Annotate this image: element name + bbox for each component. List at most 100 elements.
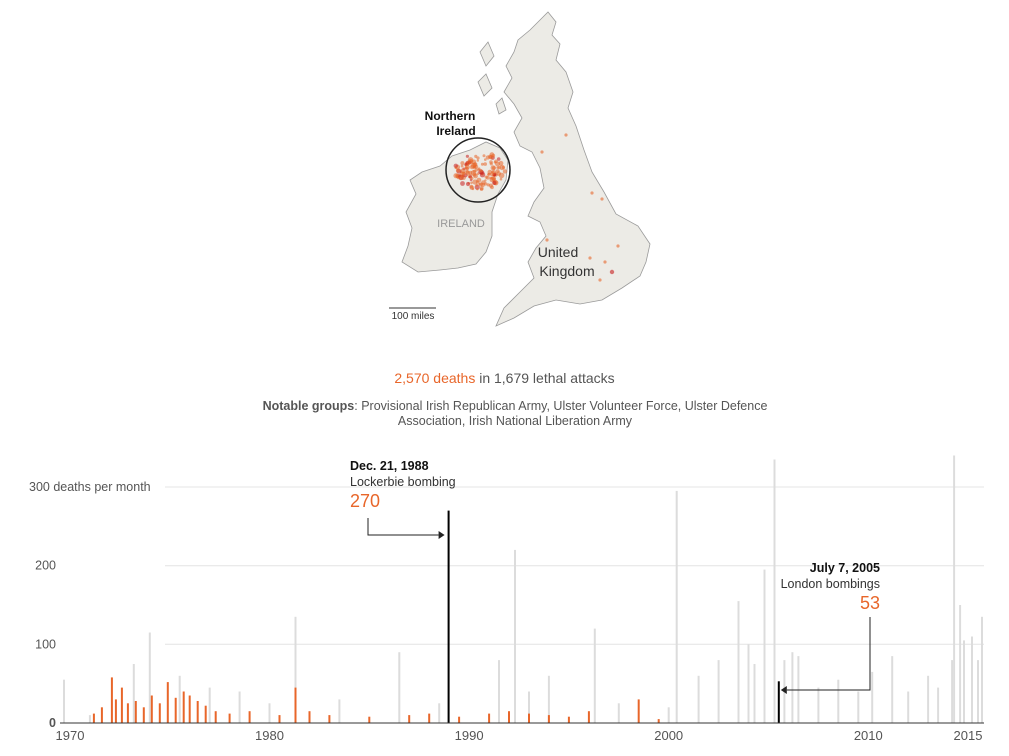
bar [587, 711, 590, 723]
bar [528, 691, 530, 723]
map-attack-dot [564, 133, 568, 137]
annotation-lockerbie-value: 270 [350, 491, 381, 511]
bar [547, 675, 550, 723]
summary-attacks: in 1,679 lethal attacks [479, 370, 615, 386]
map-attack-dot [603, 260, 607, 264]
bar [120, 687, 123, 723]
notable-groups: Notable groups: Provisional Irish Republ… [245, 399, 785, 429]
summary-deaths: 2,570 deaths [394, 370, 476, 386]
bar [110, 677, 113, 723]
map-attack-dot [470, 176, 474, 180]
map-attack-dot [502, 169, 508, 174]
bar [697, 675, 700, 723]
map-attack-dot [465, 154, 469, 158]
map-attack-dot [491, 176, 496, 182]
map-attack-dot [501, 165, 505, 170]
map-attack-dot [476, 159, 479, 162]
uk-label-line1: United [538, 244, 578, 260]
x-tick-label: 1990 [455, 728, 484, 743]
bar [214, 711, 217, 723]
bar [937, 687, 940, 723]
bar [114, 699, 117, 723]
map-attack-dot [472, 179, 478, 185]
bar [528, 713, 530, 723]
northern-ireland-bars [92, 677, 660, 723]
map-attack-dot [454, 166, 458, 170]
bar [238, 691, 241, 723]
map-attack-dot [483, 162, 488, 166]
x-tick-label: 2015 [954, 728, 983, 743]
annotation-london: July 7, 2005 London bombings 53 [760, 560, 880, 614]
bar [100, 707, 103, 723]
northern-ireland-circle [445, 137, 511, 203]
map-attack-dot [460, 164, 464, 168]
map-attack-dot [480, 182, 485, 188]
map-attack-dot [488, 183, 493, 188]
bar [132, 664, 135, 723]
islands [477, 41, 507, 115]
northern-ireland-label-line2: Ireland [436, 124, 475, 138]
bar [178, 675, 181, 723]
summary: 2,570 deaths in 1,679 lethal attacks [0, 370, 1009, 386]
bar [150, 695, 153, 723]
map-attack-dot [490, 165, 496, 171]
bar [657, 719, 660, 723]
bar [857, 691, 860, 723]
map-attack-dot [609, 269, 615, 275]
bar [927, 675, 930, 723]
map-attack-dot [480, 162, 484, 166]
x-tick-label: 2000 [654, 728, 683, 743]
bar [248, 711, 251, 723]
map-attack-dot [489, 160, 493, 164]
bar [514, 549, 516, 723]
map-attack-dot [460, 161, 465, 166]
bar [88, 715, 91, 723]
bar [773, 459, 776, 723]
map-attack-dot [476, 188, 479, 191]
y-tick-label: 200 [35, 559, 56, 573]
event-marker-bar [777, 681, 780, 723]
annotation-lockerbie: Dec. 21, 1988 Lockerbie bombing 270 [350, 458, 456, 512]
y-axis-labels: 0 100 200 300 deaths per month [29, 480, 151, 730]
annotation-lockerbie-date: Dec. 21, 1988 [350, 459, 429, 473]
ireland-label: IRELAND [437, 218, 485, 230]
map-attack-dot [469, 184, 474, 189]
map-attack-dot [479, 187, 484, 191]
bar [977, 660, 979, 723]
map-attack-dot [464, 164, 470, 170]
arrowhead [780, 686, 787, 694]
deaths-chart: 0 100 200 300 deaths per month 1970 1980 1990… [29, 455, 984, 743]
bar [428, 713, 431, 723]
bar [488, 713, 491, 723]
bar [308, 711, 311, 723]
bar [871, 671, 874, 723]
bar [675, 490, 678, 723]
bar [196, 701, 199, 723]
bar [408, 715, 411, 723]
map-attack-dot [598, 278, 602, 282]
bar [368, 716, 371, 723]
map-attack-dot [484, 175, 488, 179]
annotation-lockerbie-arrow [367, 518, 439, 536]
map-attack-dot [465, 181, 471, 187]
bar [294, 616, 297, 723]
annotation-lockerbie-label: Lockerbie bombing [350, 475, 456, 489]
bar [166, 682, 169, 723]
map-attack-dot [499, 177, 503, 181]
y-tick-label: 100 [35, 637, 56, 651]
uk-label-line2: Kingdom [539, 263, 594, 279]
map-attack-dot [477, 167, 481, 171]
map-attack-dot [496, 157, 501, 161]
map-attack-dot [476, 156, 480, 160]
bar [763, 569, 766, 723]
bar [753, 664, 756, 723]
map-attack-dot [475, 183, 479, 187]
bar [126, 703, 129, 723]
bar [338, 699, 341, 723]
map-attack-dot [471, 187, 475, 191]
bar [294, 687, 297, 723]
bar [438, 703, 441, 723]
bar [63, 679, 65, 723]
map-attack-dot [478, 182, 481, 186]
x-tick-label: 1980 [255, 728, 284, 743]
